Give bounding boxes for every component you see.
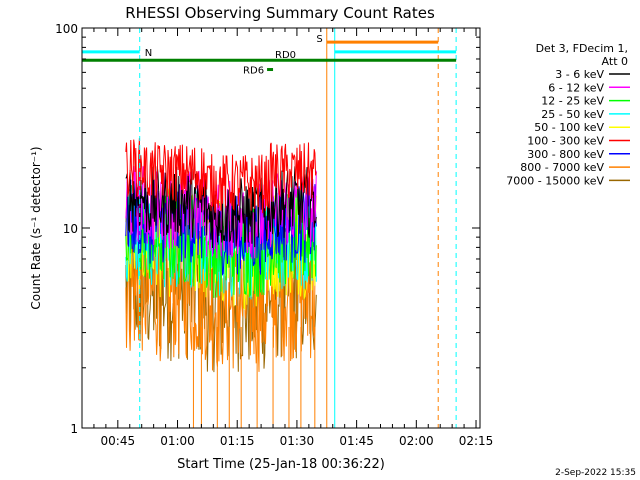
flag-label-0: N [145,48,152,59]
footer-date: 2-Sep-2022 15:35 [555,468,636,478]
x-tick-label-1: 01:00 [160,434,195,448]
series-line-5 [125,138,317,214]
x-tick-label-5: 02:00 [399,434,434,448]
legend-label-3: 25 - 50 keV [541,108,604,121]
chart-title: RHESSI Observing Summary Count Rates [125,4,435,22]
x-tick-label-4: 01:45 [339,434,374,448]
legend-label-8: 7000 - 15000 keV [506,174,604,187]
x-tick-label-3: 01:30 [280,434,315,448]
legend-title-line-1: Att 0 [602,55,628,68]
plot-area: N S RD0 RD6 1 10 100 00:45 01:00 01:15 01:30 01:45 0… [55,22,493,448]
y-axis-label: Count Rate (s⁻¹ detector⁻¹) [29,146,43,309]
y-tick-label-2: 100 [55,22,78,36]
legend-label-5: 100 - 300 keV [527,135,604,148]
x-axis-label: Start Time (25-Jan-18 00:36:22) [177,457,385,472]
flag-label-1: S [316,34,322,45]
y-tick-label-1: 10 [63,222,78,236]
y-tick-label-0: 1 [70,422,78,436]
flag-label-4: RD6 [243,66,264,77]
legend-title-line-0: Det 3, FDecim 1, [536,42,628,55]
x-tick-label-0: 00:45 [101,434,136,448]
legend-label-2: 12 - 25 keV [541,95,604,108]
legend-label-7: 800 - 7000 keV [520,161,604,174]
legend-label-6: 300 - 800 keV [527,148,604,161]
legend-label-1: 6 - 12 keV [548,81,604,94]
flag-label-3: RD0 [275,50,296,61]
legend-label-0: 3 - 6 keV [555,68,604,81]
legend-label-4: 50 - 100 keV [534,121,604,134]
x-tick-label-6: 02:15 [459,434,494,448]
x-tick-label-2: 01:15 [220,434,255,448]
